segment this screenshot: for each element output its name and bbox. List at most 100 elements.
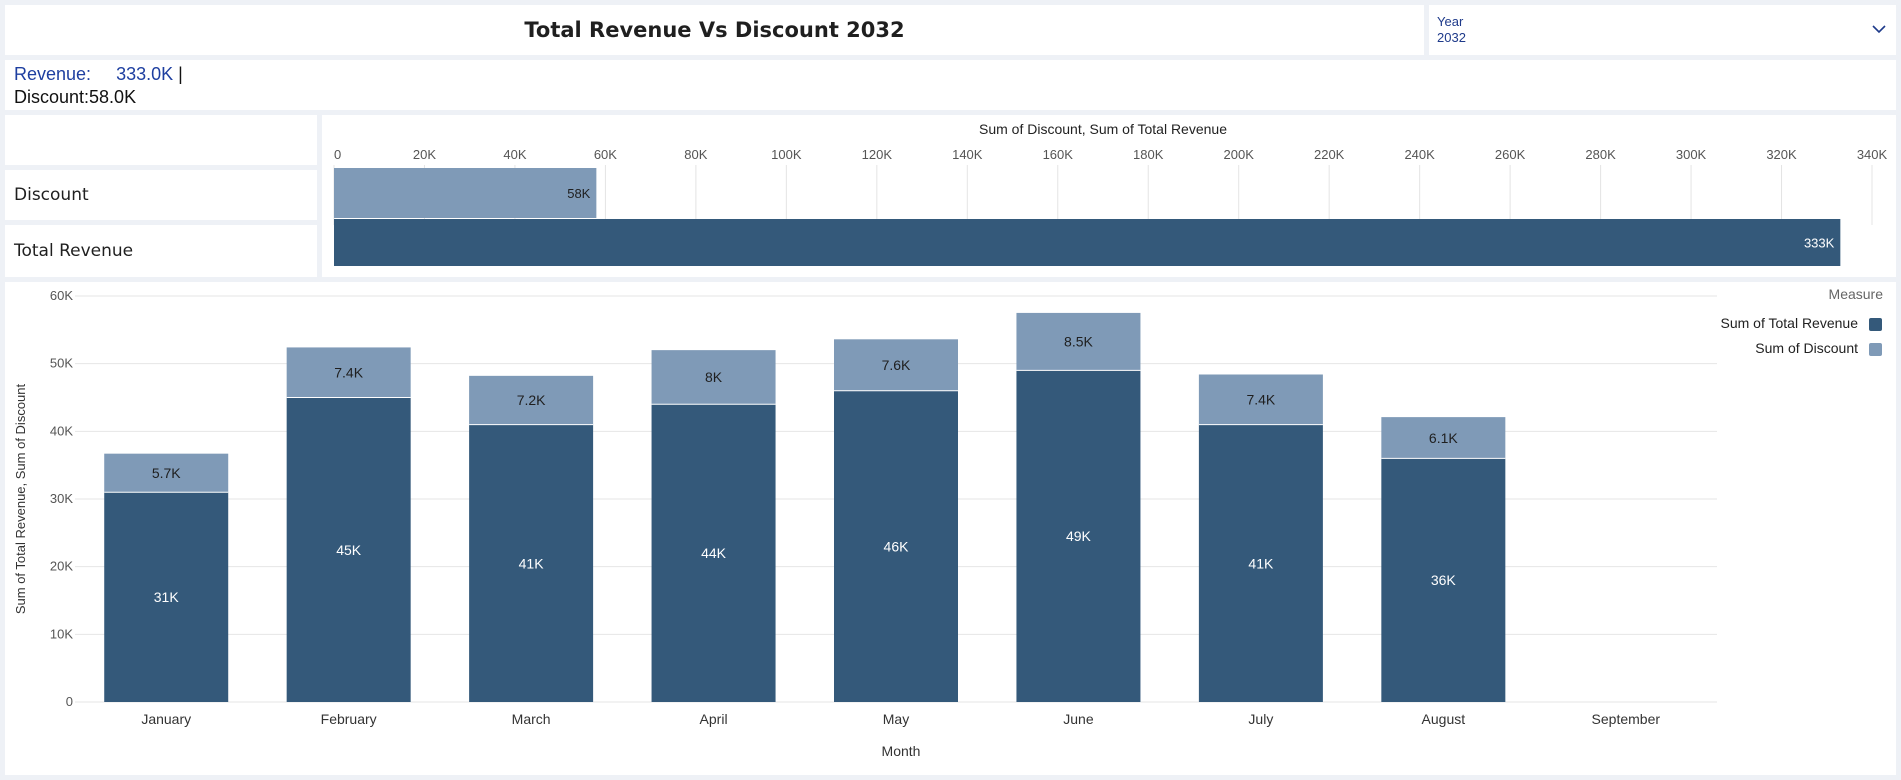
kpi-revenue-line: Revenue: 333.0K | [14, 64, 183, 85]
legend-item-label[interactable]: Sum of Total Revenue [1721, 315, 1859, 331]
column-chart-panel: 0 10K 20K 30K 40K 50K 60K Sum of Total Revenue,… [5, 282, 1896, 775]
hbar-title: Sum of Discount, Sum of Total Revenue [979, 121, 1227, 137]
column-bar-discount[interactable] [1016, 312, 1141, 371]
hbar-x-tick-label: 260K [1495, 147, 1526, 162]
hbar-x-tick-label: 40K [503, 147, 526, 162]
column-discount-data-label: 7.4K [1246, 392, 1275, 408]
column-discount-data-label: 6.1K [1429, 430, 1458, 446]
hbar-x-tick-label: 100K [771, 147, 802, 162]
column-revenue-data-label: 41K [519, 555, 545, 571]
kpi-revenue-value: 333.0K [116, 64, 174, 84]
kpi-discount-line: Discount:58.0K [14, 87, 137, 107]
hbar-category-label: Discount [14, 185, 89, 205]
hbar-chart: Sum of Discount, Sum of Total Revenue 0 20… [333, 121, 1888, 266]
year-dropdown[interactable]: Year 2032 [1429, 5, 1896, 55]
column-discount-data-label: 5.7K [152, 465, 181, 481]
hbar-x-tick-label: 300K [1676, 147, 1707, 162]
column-revenue-data-label: 36K [1431, 572, 1457, 588]
column-revenue-data-label: 45K [336, 542, 362, 558]
hbar-x-tick-label: 160K [1043, 147, 1074, 162]
hbar-x-tick-label: 20K [413, 147, 436, 162]
column-bar-revenue[interactable] [834, 390, 958, 702]
column-revenue-data-label: 31K [154, 589, 180, 605]
legend-swatch [1869, 343, 1882, 356]
year-dropdown-label: Year [1437, 14, 1464, 29]
column-discount-data-label: 7.4K [334, 364, 363, 380]
hbar-data-label: 58K [567, 186, 590, 201]
column-x-axis-title: Month [882, 743, 921, 759]
year-dropdown-value: 2032 [1437, 30, 1466, 45]
hbar-bar-discount[interactable] [334, 168, 597, 218]
column-bar-discount[interactable] [104, 453, 229, 493]
column-bar-discount[interactable] [469, 375, 594, 425]
column-bar-discount[interactable] [1198, 374, 1323, 425]
legend-swatch [1869, 318, 1882, 331]
column-discount-data-label: 7.6K [882, 357, 911, 373]
column-bar-revenue[interactable] [286, 397, 411, 703]
column-x-tick-label: January [141, 711, 191, 727]
kpi-revenue-label: Revenue: [14, 64, 92, 84]
title-panel: Total Revenue Vs Discount 2032 [5, 5, 1424, 55]
column-discount-data-label: 7.2K [517, 392, 546, 408]
column-y-tick-label: 50K [50, 356, 73, 371]
hbar-category-discount[interactable]: Discount [5, 170, 317, 220]
hbar-x-tick-label: 320K [1766, 147, 1797, 162]
hbar-header-spacer [5, 115, 317, 165]
column-y-tick-label: 10K [50, 626, 73, 641]
column-bar-discount[interactable] [286, 347, 411, 398]
column-y-tick-label: 60K [50, 288, 73, 303]
column-x-tick-label: April [700, 711, 728, 727]
column-discount-data-label: 8K [705, 369, 723, 385]
hbar-category-total-revenue[interactable]: Total Revenue [5, 225, 317, 277]
column-revenue-data-label: 46K [884, 538, 910, 554]
legend-item-label[interactable]: Sum of Discount [1755, 340, 1858, 356]
legend-title: Measure [1829, 286, 1884, 302]
page-title: Total Revenue Vs Discount 2032 [524, 18, 905, 42]
hbar-data-label: 333K [1804, 236, 1835, 251]
column-x-tick-label: February [321, 711, 377, 727]
column-bar-discount[interactable] [651, 350, 776, 405]
column-x-tick-label: August [1422, 711, 1466, 727]
column-bar-revenue[interactable] [1016, 370, 1141, 702]
column-x-tick-label: March [512, 711, 551, 727]
kpi-card: Revenue: 333.0K | Discount:58.0K [5, 60, 1896, 110]
column-revenue-data-label: 41K [1248, 555, 1274, 571]
stacked-column-chart: 0 10K 20K 30K 40K 50K 60K Sum of Total Revenue,… [13, 286, 1884, 759]
hbar-x-tick-label: 220K [1314, 147, 1345, 162]
column-discount-data-label: 8.5K [1064, 334, 1093, 350]
column-bar-revenue[interactable] [469, 424, 594, 702]
column-x-tick-label: July [1248, 711, 1273, 727]
hbar-x-tick-label: 340K [1857, 147, 1888, 162]
hbar-x-tick-label: 140K [952, 147, 983, 162]
hbar-category-panel: Discount Total Revenue [5, 115, 317, 277]
column-y-tick-label: 20K [50, 559, 73, 574]
hbar-x-tick-label: 60K [594, 147, 617, 162]
column-y-tick-label: 30K [50, 491, 73, 506]
hbar-category-label: Total Revenue [14, 241, 134, 261]
column-revenue-data-label: 44K [701, 545, 727, 561]
column-bar-revenue[interactable] [1381, 458, 1506, 702]
column-bar-discount[interactable] [834, 339, 958, 391]
column-x-tick-label: June [1063, 711, 1094, 727]
hbar-x-tick-label: 240K [1404, 147, 1435, 162]
kpi-separator: | [178, 64, 183, 84]
column-y-tick-label: 40K [50, 423, 73, 438]
column-bar-revenue[interactable] [651, 404, 776, 702]
column-bar-revenue[interactable] [1198, 424, 1323, 702]
chevron-down-icon[interactable] [1870, 20, 1888, 38]
hbar-x-tick-label: 200K [1224, 147, 1255, 162]
hbar-bar-total-revenue[interactable] [334, 219, 1841, 266]
column-x-tick-label: May [883, 711, 909, 727]
column-bar-discount[interactable] [1381, 417, 1506, 459]
hbar-chart-panel: Sum of Discount, Sum of Total Revenue 0 20… [322, 115, 1896, 277]
hbar-x-tick-label: 120K [862, 147, 893, 162]
hbar-x-tick-label: 0 [334, 147, 341, 162]
hbar-x-tick-label: 180K [1133, 147, 1164, 162]
column-revenue-data-label: 49K [1066, 528, 1092, 544]
column-y-axis-title: Sum of Total Revenue, Sum of Discount [13, 383, 28, 614]
column-bar-revenue[interactable] [104, 492, 229, 702]
hbar-x-tick-label: 280K [1585, 147, 1616, 162]
hbar-x-tick-label: 80K [684, 147, 707, 162]
column-x-tick-label: September [1592, 711, 1661, 727]
column-y-tick-label: 0 [66, 694, 73, 709]
